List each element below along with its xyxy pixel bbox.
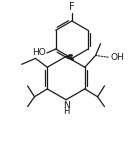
Text: HO: HO	[32, 48, 46, 57]
Text: F: F	[69, 2, 75, 12]
Text: H: H	[63, 107, 69, 116]
Text: N: N	[63, 101, 69, 110]
Text: OH: OH	[110, 53, 124, 62]
